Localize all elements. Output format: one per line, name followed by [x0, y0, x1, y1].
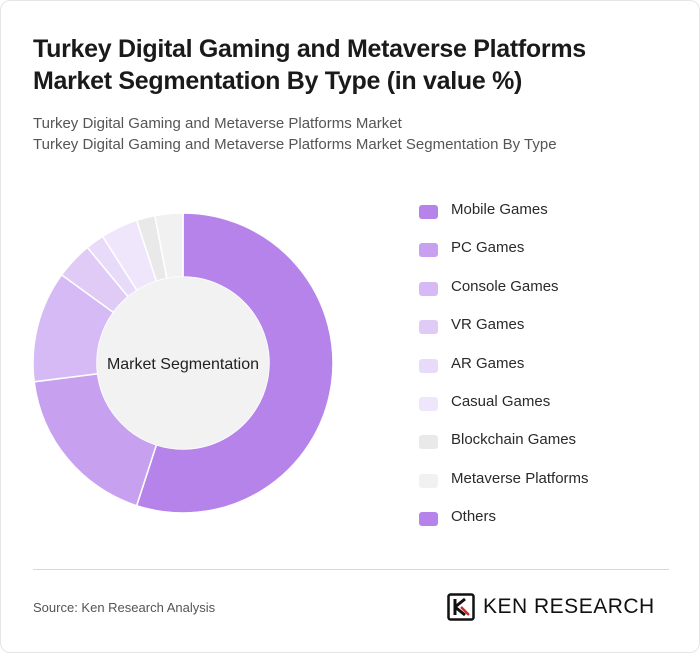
- donut-chart: Market Segmentation: [32, 212, 334, 514]
- legend-item-pc-games: PC Games: [419, 237, 689, 275]
- legend-item-casual-games: Casual Games: [419, 391, 689, 429]
- legend-label-others: Others: [451, 508, 497, 526]
- legend-swatch-pc-games: [419, 243, 438, 258]
- chart-subtitle: Turkey Digital Gaming and Metaverse Plat…: [33, 113, 673, 155]
- donut-slices: [32, 212, 334, 514]
- legend-item-blockchain-games: Blockchain Games: [419, 429, 689, 467]
- legend-label-console-games: Console Games: [451, 277, 559, 295]
- ken-research-logo-text: KEN RESEARCH: [483, 595, 655, 618]
- legend-item-metaverse-platforms: Metaverse Platforms: [419, 468, 689, 506]
- legend-swatch-blockchain-games: [419, 435, 438, 450]
- subtitle-line-1: Turkey Digital Gaming and Metaverse Plat…: [33, 115, 402, 132]
- legend-label-casual-games: Casual Games: [451, 392, 551, 410]
- legend-swatch-console-games: [419, 281, 438, 296]
- source-note: Source: Ken Research Analysis: [33, 600, 216, 615]
- chart-title: Turkey Digital Gaming and Metaverse Plat…: [33, 35, 586, 95]
- legend-label-vr-games: VR Games: [451, 316, 525, 334]
- legend-label-ar-games: AR Games: [451, 354, 525, 372]
- donut-slice-mobile-games: [135, 212, 334, 514]
- legend-swatch-metaverse-platforms: [419, 473, 438, 488]
- subtitle-line-2: Turkey Digital Gaming and Metaverse Plat…: [33, 136, 557, 153]
- footer-divider: [33, 569, 669, 570]
- ken-research-logo: KEN RESEARCH: [447, 593, 671, 621]
- legend-swatch-vr-games: [419, 320, 438, 335]
- legend-swatch-others: [419, 512, 438, 527]
- chart-legend: Mobile Games PC Games Console Games VR Game…: [419, 199, 689, 545]
- legend-item-vr-games: VR Games: [419, 314, 689, 352]
- legend-label-mobile-games: Mobile Games: [451, 201, 548, 218]
- legend-label-blockchain-games: Blockchain Games: [451, 431, 577, 449]
- legend-item-console-games: Console Games: [419, 276, 689, 314]
- legend-item-ar-games: AR Games: [419, 353, 689, 391]
- legend-swatch-casual-games: [419, 396, 438, 411]
- donut-hole: [97, 277, 269, 449]
- legend-item-mobile-games: Mobile Games: [419, 199, 689, 237]
- ken-research-logo-icon: [447, 593, 475, 621]
- donut-center-label: Market Segmentation: [107, 356, 259, 373]
- legend-label-pc-games: PC Games: [451, 239, 525, 257]
- legend-swatch-ar-games: [419, 358, 438, 373]
- legend-label-metaverse-platforms: Metaverse Platforms: [451, 469, 589, 487]
- legend-item-others: Others: [419, 506, 689, 544]
- legend-swatch-mobile-games: [419, 205, 438, 219]
